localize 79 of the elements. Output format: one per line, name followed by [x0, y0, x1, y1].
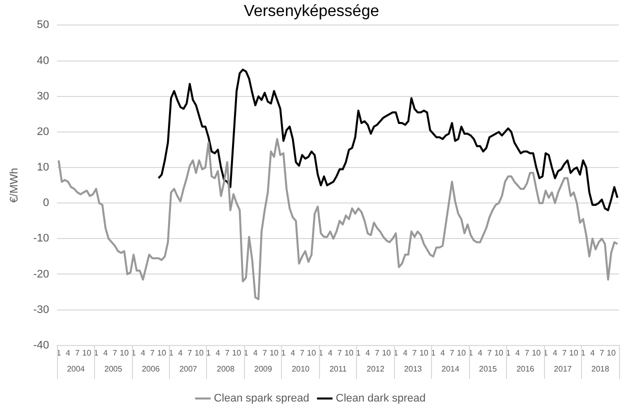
x-tick-label: 7	[112, 348, 118, 358]
y-tick-label: -30	[33, 304, 50, 316]
x-tick-label: 7	[75, 348, 80, 358]
x-tick-label: 1	[356, 348, 362, 358]
x-tick-label: 7	[524, 348, 530, 358]
text: 2015	[478, 364, 498, 374]
x-tick-label: 10	[456, 348, 466, 358]
x-tick-label: 4	[515, 348, 520, 358]
x-tick-label: 10	[344, 348, 354, 358]
y-tick-label: 10	[36, 162, 50, 174]
x-tick-label: 7	[450, 348, 455, 358]
text: 2013	[404, 364, 422, 374]
x-tick-label: 10	[194, 348, 204, 358]
y-tick-label: -20	[33, 268, 50, 280]
text: 2007	[179, 364, 198, 374]
text: 2004	[66, 364, 86, 374]
legend-label: Clean spark spread	[214, 392, 310, 405]
x-tick-label: 7	[487, 348, 492, 358]
text: 2016	[516, 364, 535, 374]
x-tick-label: 4	[216, 348, 221, 358]
x-tick-label: 1	[431, 348, 436, 358]
x-tick-label: 4	[66, 348, 71, 358]
chart-title: Versenyképessége	[244, 3, 380, 20]
x-tick-label: 7	[562, 348, 568, 358]
y-tick-label: 20	[36, 126, 50, 138]
x-tick-label: 10	[120, 348, 130, 358]
y-tick-label: 40	[36, 54, 50, 67]
text: 2017	[554, 364, 572, 374]
legend-label: Clean dark spread	[336, 392, 426, 405]
x-tick-label: 7	[188, 348, 193, 358]
x-tick-label: 4	[402, 348, 408, 358]
x-tick-label: 4	[140, 348, 146, 358]
x-tick-label: 7	[300, 348, 305, 358]
x-tick-label: 1	[506, 348, 511, 358]
x-tick-label: 10	[157, 348, 167, 358]
x-tick-label: 10	[569, 348, 579, 358]
x-tick-label: 4	[365, 348, 370, 358]
text: 2014	[442, 364, 460, 374]
text: 2006	[142, 364, 160, 374]
x-tick-label: 7	[337, 348, 342, 358]
x-tick-label: 7	[374, 348, 380, 358]
text: 2008	[216, 364, 236, 374]
y-tick-label: -10	[33, 232, 50, 245]
y-tick-label: 30	[36, 90, 50, 102]
text: 2005	[104, 364, 123, 374]
x-tick-label: 1	[281, 348, 286, 358]
x-tick-label: 10	[606, 348, 616, 358]
x-tick-label: 7	[412, 348, 418, 358]
x-tick-label: 4	[552, 348, 558, 358]
text: 2012	[366, 364, 385, 374]
x-tick-label: 7	[600, 348, 605, 358]
x-tick-label: 10	[382, 348, 392, 358]
text: 2009	[254, 364, 273, 374]
x-tick-label: 1	[206, 348, 212, 358]
text: 2011	[329, 364, 348, 374]
x-tick-label: 4	[440, 348, 446, 358]
x-tick-label: 10	[532, 348, 542, 358]
y-axis-title: €/MWh	[8, 168, 21, 203]
x-tick-label: 10	[419, 348, 429, 358]
y-tick-label: -40	[33, 339, 50, 352]
x-tick-label: 10	[82, 348, 92, 358]
y-tick-label: 0	[42, 197, 50, 210]
x-tick-label: 10	[232, 348, 242, 358]
x-tick-label: 10	[270, 348, 280, 358]
x-tick-label: 4	[590, 348, 596, 358]
text: 2010	[292, 364, 310, 374]
x-tick-label: 4	[290, 348, 296, 358]
x-tick-label: 4	[328, 348, 334, 358]
x-tick-label: 7	[225, 348, 230, 358]
x-tick-label: 7	[150, 348, 156, 358]
y-tick-label: 50	[36, 19, 50, 32]
x-tick-label: 7	[262, 348, 268, 358]
x-tick-label: 4	[103, 348, 108, 358]
x-tick-label: 10	[494, 348, 504, 358]
x-tick-label: 4	[253, 348, 258, 358]
x-tick-label: 10	[307, 348, 317, 358]
text: 2018	[591, 364, 610, 374]
x-tick-label: 4	[478, 348, 483, 358]
x-tick-label: 4	[178, 348, 184, 358]
